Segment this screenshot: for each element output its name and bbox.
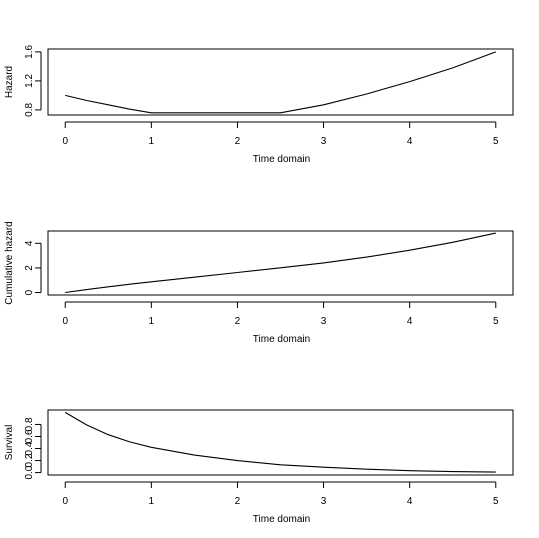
x-axis: 0 1 2 3 4 5 bbox=[62, 301, 499, 327]
y-axis: 0.8 1.2 1.6 bbox=[24, 45, 42, 117]
x-tick-label: 5 bbox=[493, 496, 499, 507]
plot-frame bbox=[47, 48, 514, 116]
x-tick-label: 5 bbox=[493, 136, 499, 147]
survival-series-line bbox=[64, 411, 496, 473]
x-tick-label: 4 bbox=[407, 496, 413, 507]
plot-frame bbox=[47, 230, 514, 296]
x-tick-label: 3 bbox=[321, 316, 327, 327]
x-tick-label: 2 bbox=[235, 316, 241, 327]
y-tick-label: 1.2 bbox=[24, 74, 35, 88]
x-axis-label: Time domain bbox=[253, 334, 310, 345]
panel-hazard: 0 1 2 3 4 5 Time domain 0.8 1.2 1.6 Hazard bbox=[4, 45, 514, 165]
x-axis: 0 1 2 3 4 5 bbox=[62, 121, 499, 147]
hazard-series-line bbox=[65, 51, 496, 114]
y-tick-label: 1.6 bbox=[24, 45, 35, 59]
y-axis: 0.00.20.40.60.8 bbox=[24, 417, 42, 480]
x-tick-label: 3 bbox=[321, 136, 327, 147]
panel-survival: 0 1 2 3 4 5 Time domain 0.00.20.40.60.8 Survival bbox=[4, 409, 514, 525]
x-axis-label: Time domain bbox=[253, 154, 310, 165]
y-tick-label: 0.4 bbox=[24, 441, 35, 455]
x-tick-label: 0 bbox=[62, 136, 68, 147]
x-tick-label: 0 bbox=[62, 316, 68, 327]
y-axis-label: Hazard bbox=[4, 66, 15, 98]
x-tick-label: 3 bbox=[321, 496, 327, 507]
y-axis: 0 2 4 bbox=[24, 240, 42, 295]
y-axis-label: Cumulative hazard bbox=[4, 221, 15, 304]
y-tick-label: 2 bbox=[24, 265, 35, 271]
y-tick-label: 0 bbox=[24, 289, 35, 295]
x-tick-label: 1 bbox=[149, 316, 155, 327]
y-tick-label: 0.2 bbox=[24, 453, 35, 467]
y-axis-label: Survival bbox=[4, 425, 15, 461]
x-tick-label: 1 bbox=[149, 496, 155, 507]
cumulative-hazard-series-line bbox=[65, 232, 496, 294]
panel-cumulative-hazard: 0 1 2 3 4 5 Time domain 0 2 4 Cumulative hazard bbox=[4, 221, 514, 345]
x-tick-label: 5 bbox=[493, 316, 499, 327]
x-tick-label: 2 bbox=[235, 136, 241, 147]
x-tick-label: 0 bbox=[62, 496, 68, 507]
x-tick-label: 1 bbox=[149, 136, 155, 147]
y-tick-label: 0.0 bbox=[24, 465, 35, 479]
x-axis: 0 1 2 3 4 5 bbox=[62, 481, 499, 507]
y-tick-label: 0.8 bbox=[24, 417, 35, 431]
x-tick-label: 4 bbox=[407, 136, 413, 147]
y-tick-label: 4 bbox=[24, 240, 35, 246]
y-tick-label: 0.6 bbox=[24, 429, 35, 443]
plot-frame bbox=[47, 409, 514, 476]
x-tick-label: 4 bbox=[407, 316, 413, 327]
x-axis-label: Time domain bbox=[253, 514, 310, 525]
y-tick-label: 0.8 bbox=[24, 103, 35, 117]
x-tick-label: 2 bbox=[235, 496, 241, 507]
